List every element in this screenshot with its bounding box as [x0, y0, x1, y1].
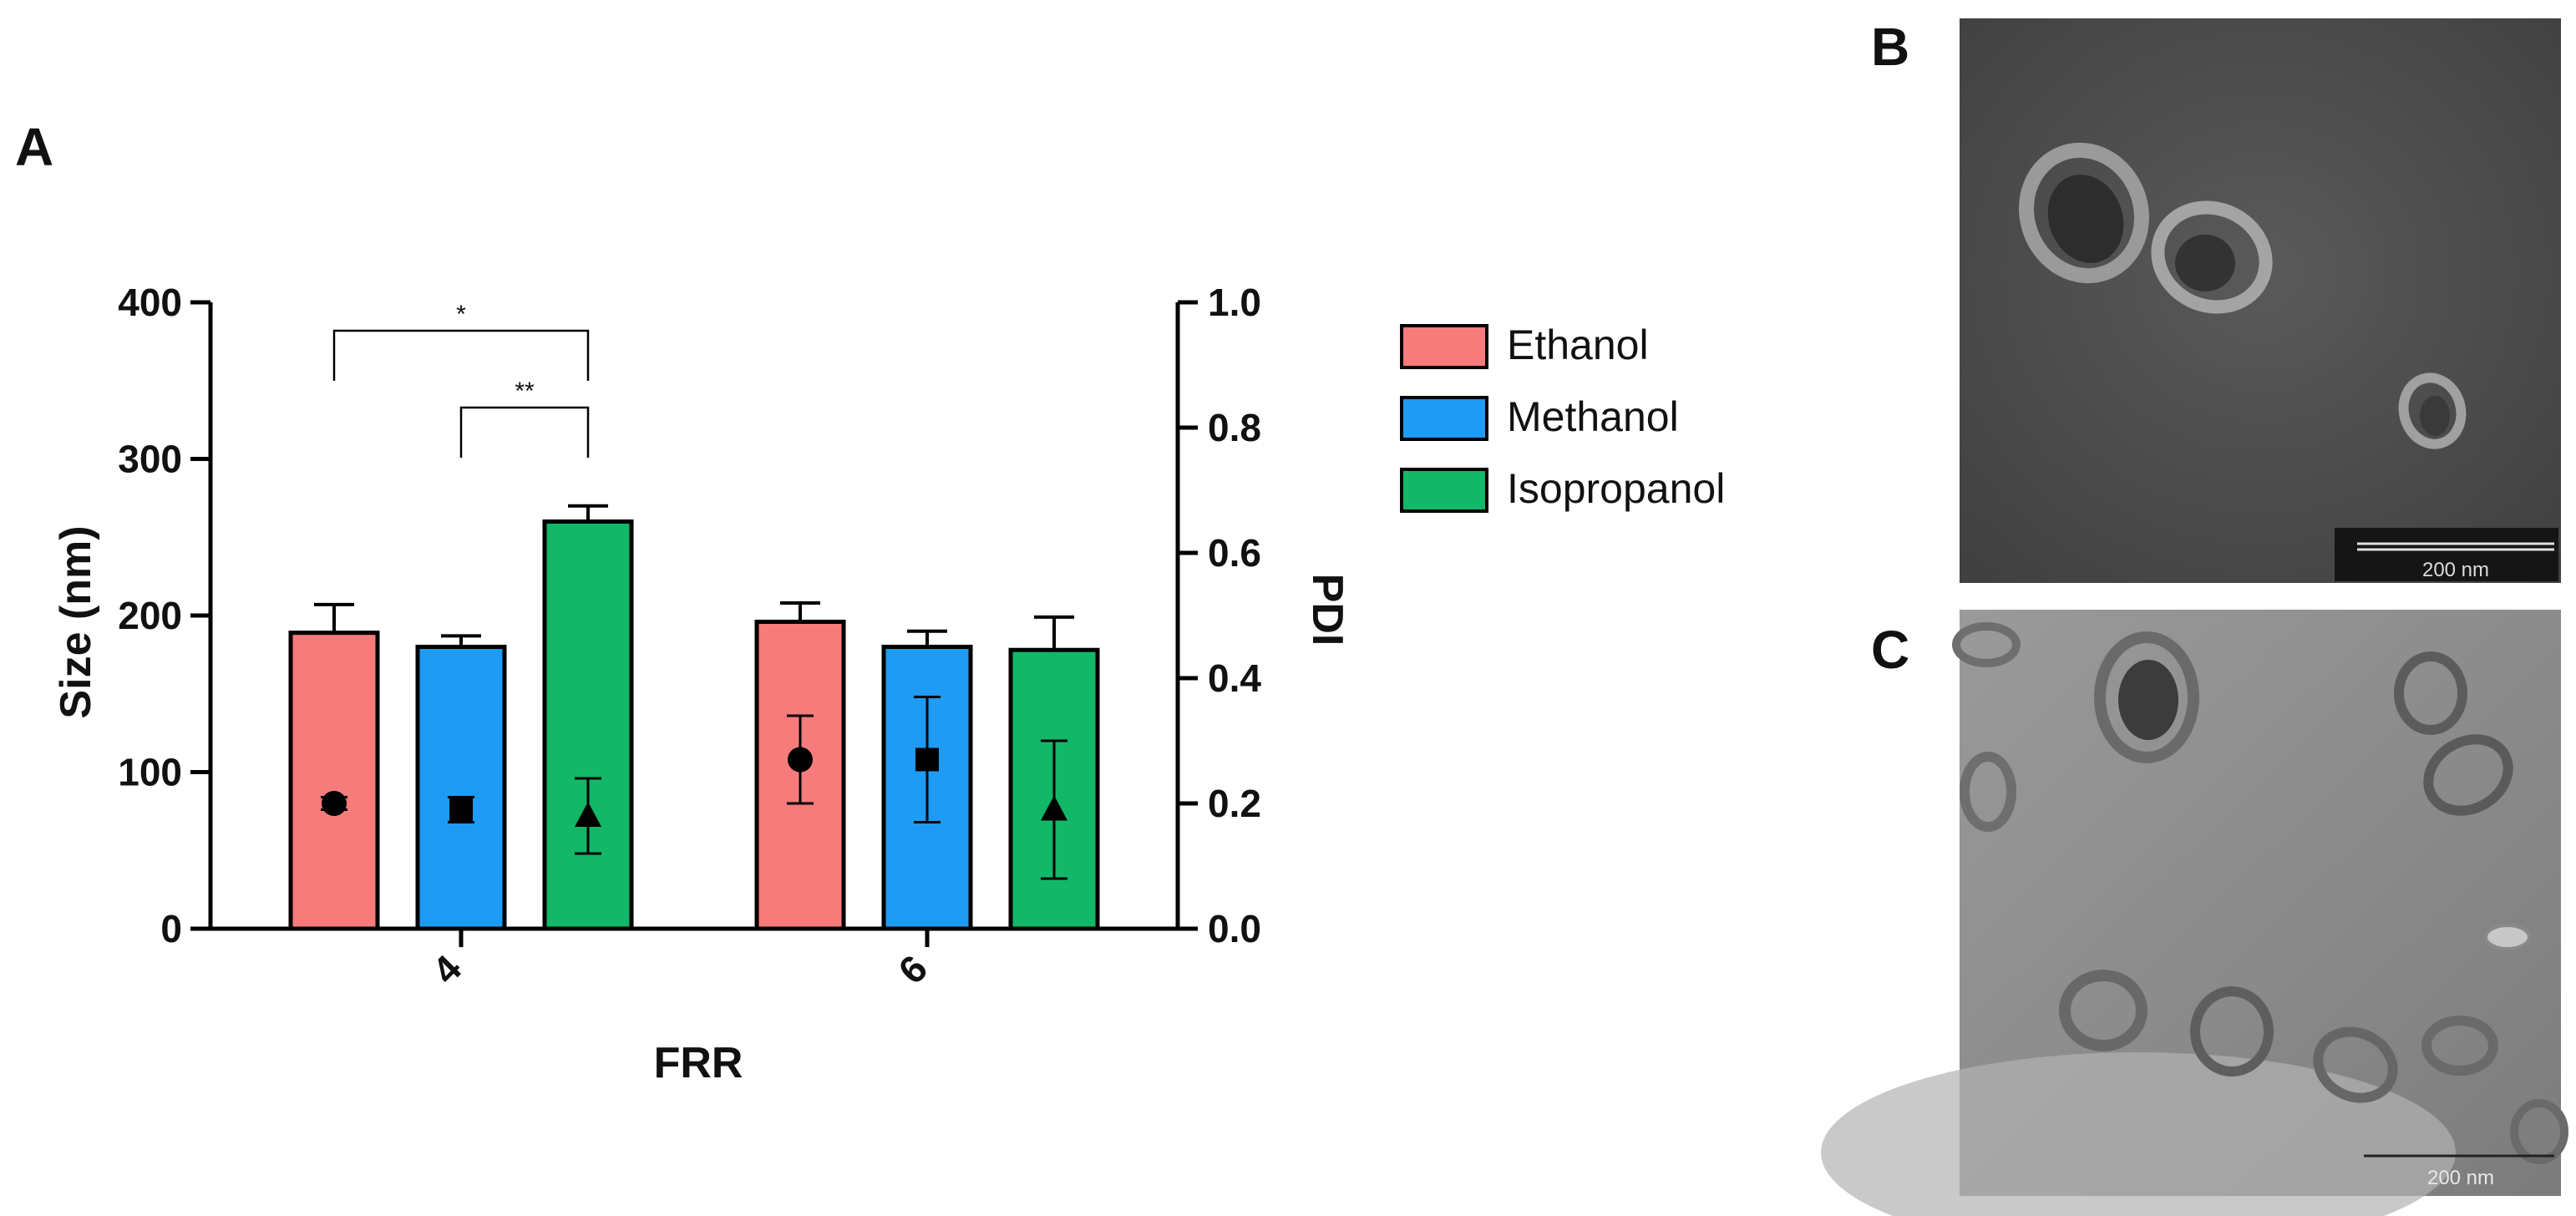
legend-label-isopropanol: Isopropanol	[1507, 465, 1725, 512]
y2-tick-label: 0.4	[1208, 656, 1261, 700]
x-tick-label: 4	[423, 946, 469, 992]
y-axis-title: Size (nm)	[52, 525, 100, 718]
scale-bar-label-b: 200 nm	[2422, 559, 2489, 581]
pdi-point-circle	[322, 791, 347, 816]
significance-bracket	[459, 406, 590, 458]
significance-bracket	[332, 329, 590, 381]
x-axis-title: FRR	[654, 1039, 743, 1087]
y-tick-label: 400	[118, 281, 182, 324]
bars-layer	[288, 519, 1100, 931]
y2-tick-label: 0.8	[1208, 406, 1261, 449]
legend-label-methanol: Methanol	[1507, 393, 1679, 440]
y2-tick-label: 0.0	[1208, 907, 1261, 950]
micrograph-b: 200 nm	[1960, 18, 2561, 583]
panel-label-a: A	[15, 117, 53, 177]
legend-swatch-ethanol	[1400, 324, 1488, 369]
pdi-markers-layer	[321, 696, 1067, 880]
y2-tick-label: 1.0	[1208, 281, 1261, 324]
pdi-point-square	[449, 798, 473, 822]
y2-tick-label: 0.2	[1208, 782, 1261, 825]
bar-ethanol-frr4	[288, 631, 380, 931]
micrograph-c: 200 nm	[1821, 610, 2568, 1216]
panel-label-c: C	[1871, 620, 1909, 680]
significance-label: **	[515, 377, 535, 405]
legend-swatch-isopropanol	[1400, 468, 1488, 513]
y2-axis-title: PDI	[1303, 574, 1351, 646]
pdi-point-triangle	[1041, 795, 1067, 821]
scale-bar-label-c: 200 nm	[2427, 1167, 2494, 1189]
y-tick-label: 0	[160, 907, 182, 950]
y-tick-label: 200	[118, 594, 182, 637]
panel-label-b: B	[1871, 17, 1909, 77]
bar-methanol-frr4	[415, 645, 507, 931]
pdi-point-square	[915, 747, 939, 772]
legend-label-ethanol: Ethanol	[1507, 322, 1649, 368]
significance-label: *	[456, 301, 466, 328]
legend-swatch-methanol	[1400, 396, 1488, 441]
pdi-point-circle	[788, 747, 813, 773]
y-tick-label: 100	[118, 751, 182, 794]
error-bars-layer	[314, 504, 1074, 651]
bar-isopropanol-frr4	[542, 519, 634, 931]
y-tick-label: 300	[118, 438, 182, 481]
legend: Ethanol Methanol Isopropanol	[1400, 322, 1725, 513]
significance-layer: ***	[332, 301, 590, 458]
x-tick-label: 6	[890, 946, 936, 992]
pdi-point-triangle	[575, 802, 601, 827]
y2-tick-label: 0.6	[1208, 531, 1261, 575]
